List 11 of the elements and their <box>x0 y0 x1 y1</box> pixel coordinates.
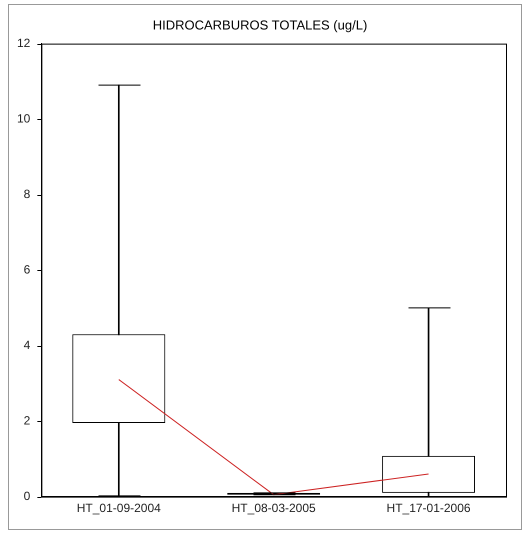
y-tick-label: 6 <box>24 262 31 276</box>
y-tick-label: 2 <box>24 413 31 428</box>
y-tick-label: 12 <box>16 36 31 50</box>
x-tick-label: HT_08-03-2005 <box>232 501 316 516</box>
y-tick-label: 0 <box>24 488 31 503</box>
x-tick-label: HT_01-09-2004 <box>76 501 162 516</box>
x-tick-label: HT_17-01-2006 <box>386 501 471 516</box>
y-tick-label: 4 <box>24 338 31 352</box>
y-tick-label: 10 <box>16 111 31 126</box>
chart-title: HIDROCARBUROS TOTALES (ug/L) <box>152 17 368 32</box>
y-tick-label: 8 <box>24 186 31 201</box>
